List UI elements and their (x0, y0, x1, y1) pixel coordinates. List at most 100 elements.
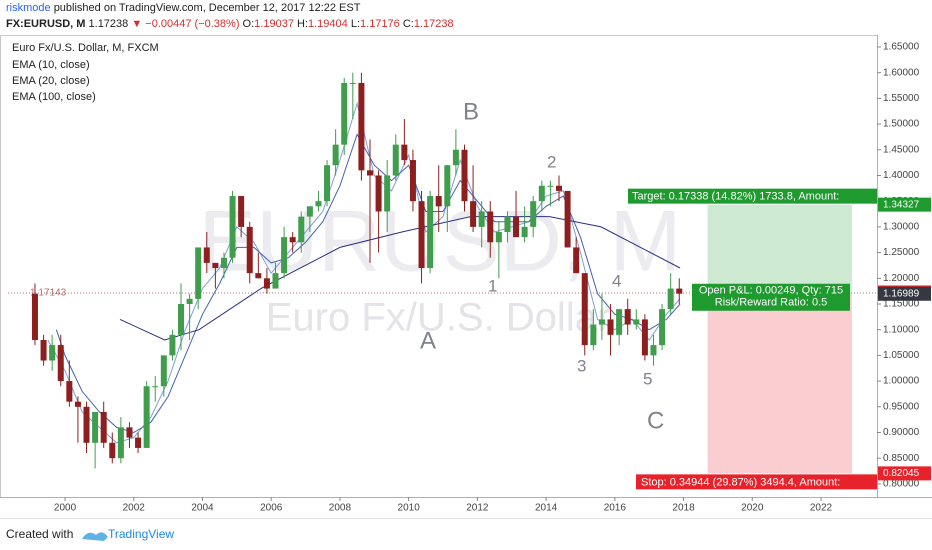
stop-label: Stop: 0.34944 (29.87%) 3494.4, Amount: (641, 476, 840, 488)
candle-body (392, 144, 399, 176)
y-tick-label: 1.60000 (883, 67, 920, 78)
x-tick-label: 2008 (329, 503, 352, 514)
y-tick-label: 1.20000 (883, 273, 920, 284)
y-tick-label: 1.30000 (883, 222, 920, 233)
arrow: ▼ (131, 18, 142, 30)
ohlc-c: C: (403, 18, 414, 30)
symbol-line: FX:EURUSD, M 1.17238 ▼ −0.00447 (−0.38%)… (6, 18, 454, 30)
candle-body (212, 262, 219, 269)
x-tick-label: 2018 (672, 503, 695, 514)
candle-body (641, 319, 648, 356)
ema-line (47, 101, 681, 444)
change: −0.00447 (−0.38%) (145, 18, 239, 30)
price-label: 1.34327 (883, 199, 920, 210)
ohlc-h-value: 1.19404 (308, 18, 348, 30)
x-tick-label: 2016 (604, 503, 627, 514)
wave-label: 2 (547, 152, 556, 171)
x-tick-label: 2022 (810, 503, 833, 514)
legend-entry: EMA (10, close) (12, 59, 90, 71)
candle-body (573, 247, 580, 274)
last-price: 1.17238 (89, 18, 129, 30)
ema-line (119, 216, 681, 341)
y-tick-label: 1.45000 (883, 144, 920, 155)
candle-body (530, 201, 537, 227)
candle-body (418, 201, 425, 269)
candle-body (281, 237, 288, 274)
y-tick-label: 1.10000 (883, 324, 920, 335)
y-tick-label: 1.65000 (883, 42, 920, 53)
candle-body (229, 196, 236, 258)
legend-entry: EMA (20, close) (12, 75, 90, 87)
candle-body (409, 160, 416, 202)
footer-brand[interactable]: TradingView (108, 527, 174, 541)
wave-label: 5 (643, 369, 652, 388)
y-tick-label: 1.05000 (883, 350, 920, 361)
x-tick-label: 2012 (466, 503, 489, 514)
candle-body (49, 345, 56, 361)
candle-body (298, 216, 305, 243)
candle-body (178, 303, 185, 335)
candle-body (220, 257, 227, 269)
candle-body (366, 170, 373, 176)
candle-body (555, 185, 562, 191)
candle-body (83, 406, 90, 443)
ohlc-o: O: (243, 18, 255, 30)
candle-body (263, 278, 270, 289)
author[interactable]: riskmode (6, 2, 51, 14)
candle-body (126, 427, 133, 438)
ema-line (55, 133, 681, 434)
ohlc-l-value: 1.17176 (360, 18, 400, 30)
x-tick-label: 2014 (535, 503, 558, 514)
candle-body (384, 175, 391, 212)
y-tick-label: 0.95000 (883, 401, 920, 412)
candle-body (160, 355, 167, 387)
wave-label: B (463, 98, 479, 125)
candle-body (169, 334, 176, 356)
y-tick-label: 1.50000 (883, 119, 920, 130)
x-tick-label: 2020 (741, 503, 764, 514)
footer-created: Created with (6, 527, 73, 541)
wave-label: C (647, 407, 664, 434)
price-label-box (878, 466, 931, 481)
x-tick-label: 2004 (191, 503, 214, 514)
candle-body (40, 339, 47, 361)
candle-body (470, 201, 477, 227)
candle-body (607, 319, 614, 335)
pnl-box (692, 283, 850, 311)
candle-body (676, 288, 683, 294)
candle-body (341, 82, 348, 145)
x-tick-label: 2002 (123, 503, 146, 514)
ohlc-o-value: 1.19037 (254, 18, 294, 30)
candle-body (66, 381, 73, 402)
candle-body (616, 309, 623, 335)
legend-entry: EMA (100, close) (12, 91, 96, 103)
candle-body (272, 273, 279, 289)
candle-body (598, 319, 605, 325)
candle-body (74, 401, 81, 407)
stop-zone (707, 293, 852, 474)
plot: 0.80000 0.85000 0.90000 0.95000 1.00000 1.050… (0, 35, 932, 514)
candle-body (504, 216, 511, 233)
wave-label: A (420, 327, 436, 354)
candle-body (358, 82, 365, 171)
candle-body (452, 149, 459, 166)
watermark-subtitle: Euro Fx/U.S. Dollar (266, 296, 611, 340)
x-tick-label: 2006 (260, 503, 283, 514)
candle-body (186, 298, 193, 304)
wave-label: 4 (612, 271, 621, 290)
candle-body (152, 386, 159, 388)
candle-body (246, 226, 253, 274)
candle-body (315, 201, 322, 207)
y-tick-label: 1.25000 (883, 247, 920, 258)
candle-body (92, 411, 99, 443)
candle-body (324, 165, 331, 202)
candle-body (478, 211, 485, 227)
y-tick-label: 0.80000 (883, 479, 920, 490)
pnl-label: Open P&L: 0.00249, Qty: 715 (699, 285, 843, 297)
ohlc-h: H: (297, 18, 308, 30)
target-zone (707, 204, 852, 294)
price-axis (877, 35, 932, 497)
price-label: 0.82045 (883, 468, 920, 479)
logo (82, 532, 108, 541)
